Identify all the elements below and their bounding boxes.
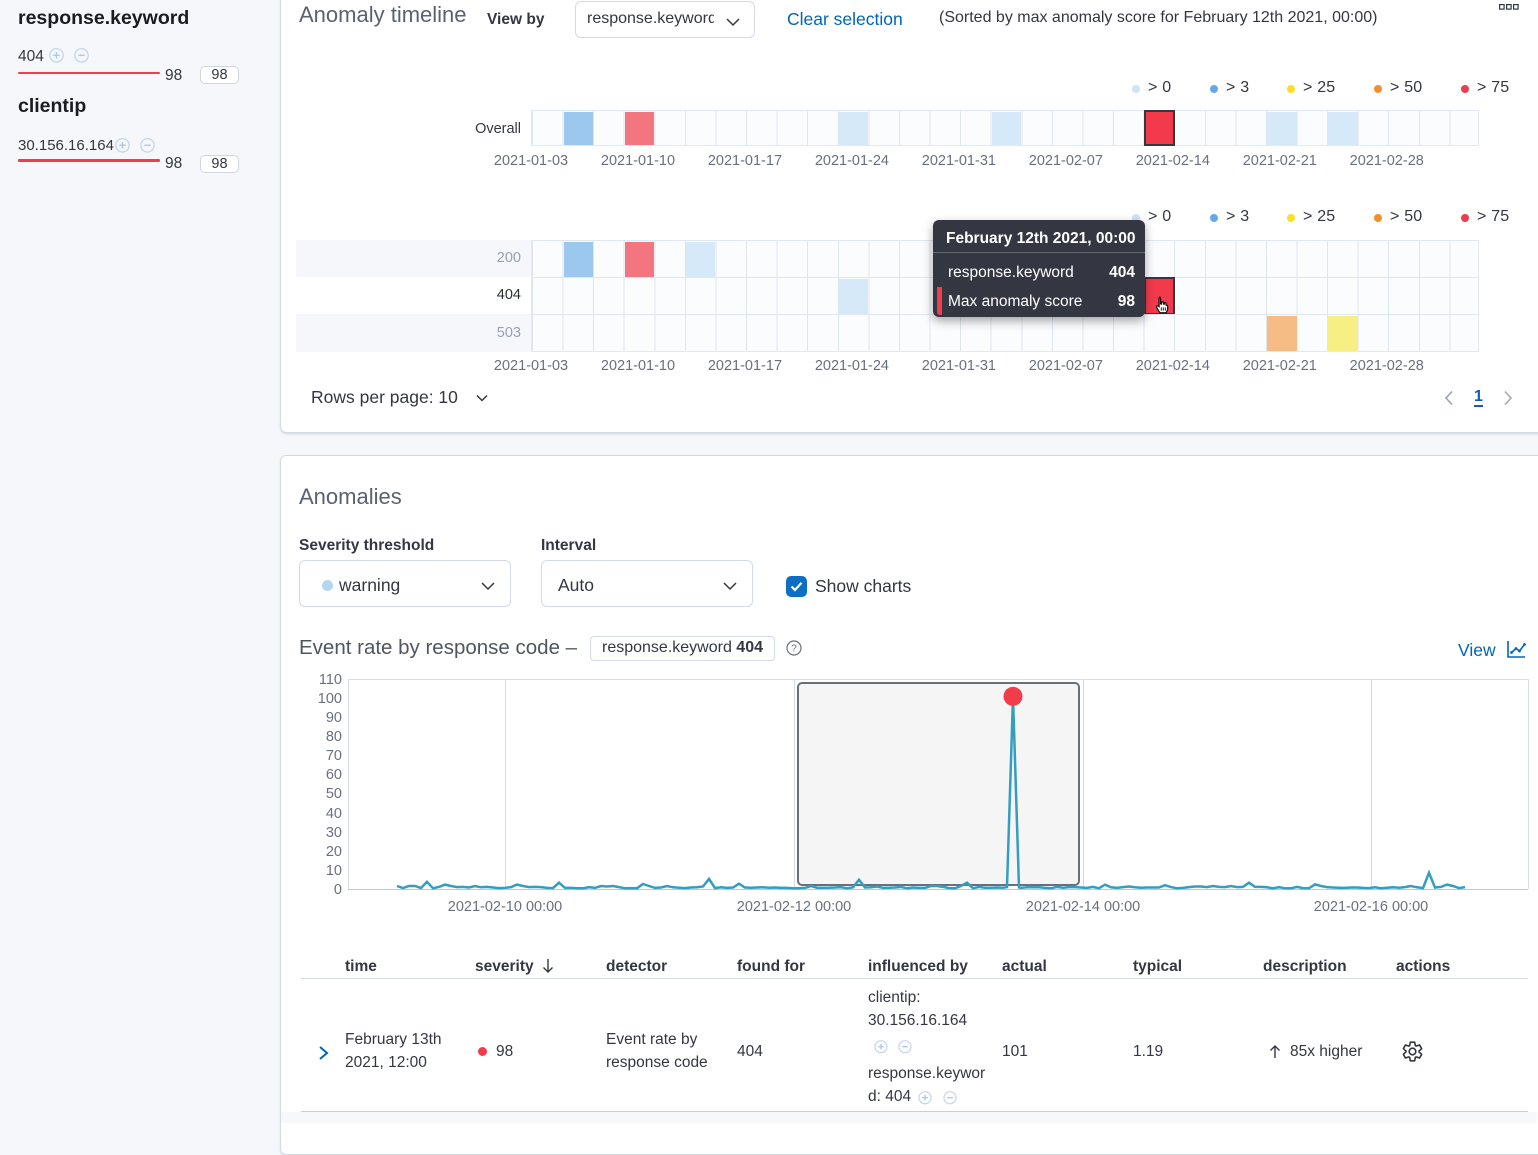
svg-text:?: ? xyxy=(791,644,797,655)
